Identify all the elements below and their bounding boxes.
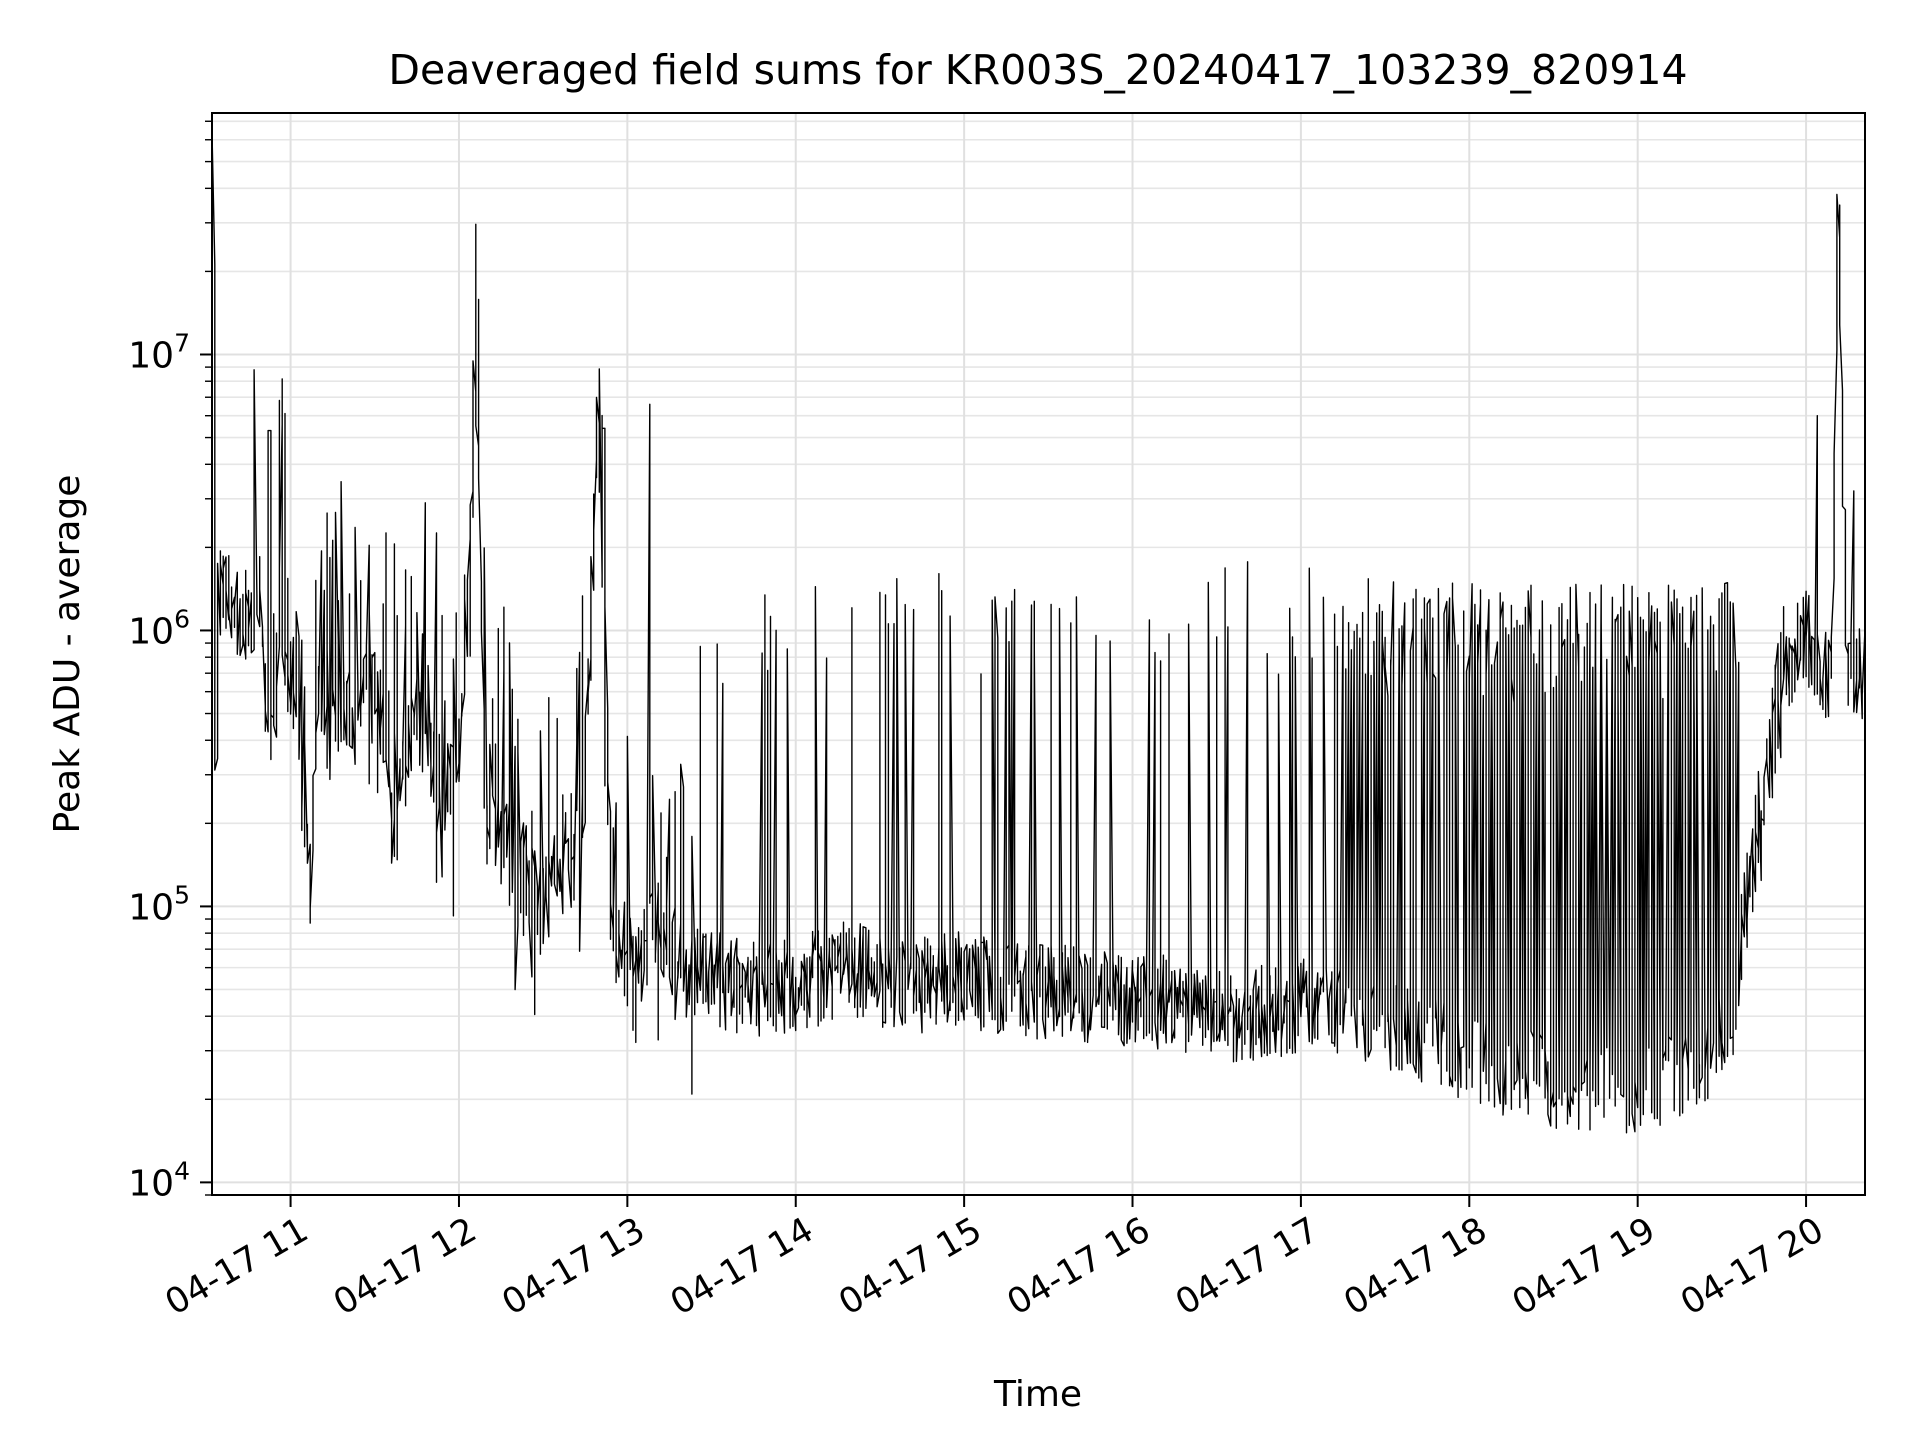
x-tick-label: 04-17 11 [159, 1210, 315, 1323]
x-tick-label: 04-17 17 [1169, 1210, 1325, 1323]
x-tick-label: 04-17 18 [1337, 1210, 1493, 1323]
x-tick-label: 04-17 12 [327, 1210, 483, 1323]
y-tick-label: 107 [128, 328, 190, 376]
y-tick-label: 106 [128, 604, 190, 652]
y-axis-label: Peak ADU - average [47, 475, 88, 834]
grid [212, 113, 1865, 1196]
x-tick-label: 04-17 15 [832, 1210, 988, 1323]
y-tick-label: 104 [128, 1156, 190, 1204]
y-axis: 104 105 106 107 [128, 120, 212, 1204]
x-tick-label: 04-17 14 [664, 1210, 820, 1323]
x-tick-label: 04-17 13 [496, 1210, 652, 1323]
x-axis-label: Time [993, 1374, 1082, 1415]
x-tick-label: 04-17 19 [1506, 1210, 1662, 1323]
series-line [212, 131, 1865, 1134]
x-tick-label: 04-17 20 [1674, 1210, 1830, 1323]
x-axis: 04-17 11 04-17 12 04-17 13 04-17 14 04-17 15… [159, 1195, 1831, 1323]
chart-title: Deaveraged field sums for KR003S_2024041… [388, 46, 1687, 94]
plot-frame [211, 112, 1866, 1196]
x-tick-label: 04-17 16 [1001, 1210, 1157, 1323]
y-tick-label: 105 [128, 880, 190, 928]
